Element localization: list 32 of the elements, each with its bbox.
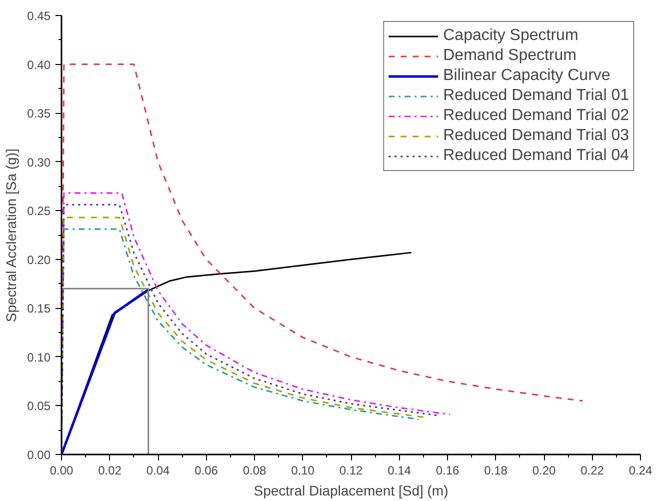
x-tick-label: 0.24 xyxy=(628,464,653,478)
x-tick-label: 0.18 xyxy=(484,464,508,478)
x-tick-label: 0.02 xyxy=(98,464,122,478)
legend-label: Reduced Demand Trial 03 xyxy=(443,127,629,145)
y-tick-label: 0.30 xyxy=(27,155,51,170)
y-tick-label: 0.45 xyxy=(27,9,51,23)
x-tick-label: 0.04 xyxy=(146,464,170,478)
y-axis-title: Spectral Accleration [Sa (g)] xyxy=(3,148,20,322)
x-tick-label: 0.22 xyxy=(580,464,604,478)
legend-label: Demand Spectrum xyxy=(443,47,576,65)
y-tick-label: 0.05 xyxy=(27,399,51,414)
x-tick-label: 0.12 xyxy=(339,464,364,478)
legend-label: Reduced Demand Trial 04 xyxy=(443,147,629,165)
y-tick-label: 0.20 xyxy=(27,252,51,267)
x-tick-label: 0.14 xyxy=(388,464,412,478)
y-tick-label: 0.40 xyxy=(27,58,51,72)
y-tick-label: 0.00 xyxy=(27,448,51,462)
legend-label: Reduced Demand Trial 01 xyxy=(443,87,629,105)
legend-label: Bilinear Capacity Curve xyxy=(443,67,610,85)
x-axis-title: Spectral Diaplacement [Sd] (m) xyxy=(254,482,448,498)
legend-label: Capacity Spectrum xyxy=(443,27,578,45)
y-tick-label: 0.15 xyxy=(27,302,51,316)
x-tick-label: 0.10 xyxy=(291,464,315,478)
legend-label: Reduced Demand Trial 02 xyxy=(443,107,629,125)
y-tick-label: 0.25 xyxy=(27,204,51,218)
x-tick-label: 0.16 xyxy=(436,464,460,478)
y-tick-label: 0.10 xyxy=(27,350,51,364)
y-tick-label: 0.35 xyxy=(27,106,51,121)
x-tick-label: 0.08 xyxy=(242,464,267,478)
x-tick-label: 0.06 xyxy=(194,464,218,478)
x-tick-label: 0.20 xyxy=(532,464,556,478)
x-tick-label: 0.00 xyxy=(50,464,74,478)
